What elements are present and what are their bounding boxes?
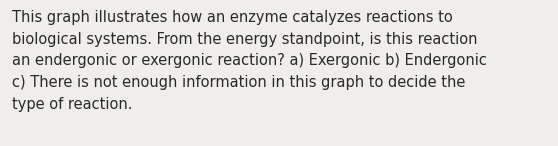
Text: This graph illustrates how an enzyme catalyzes reactions to
biological systems. : This graph illustrates how an enzyme cat… bbox=[12, 10, 487, 112]
